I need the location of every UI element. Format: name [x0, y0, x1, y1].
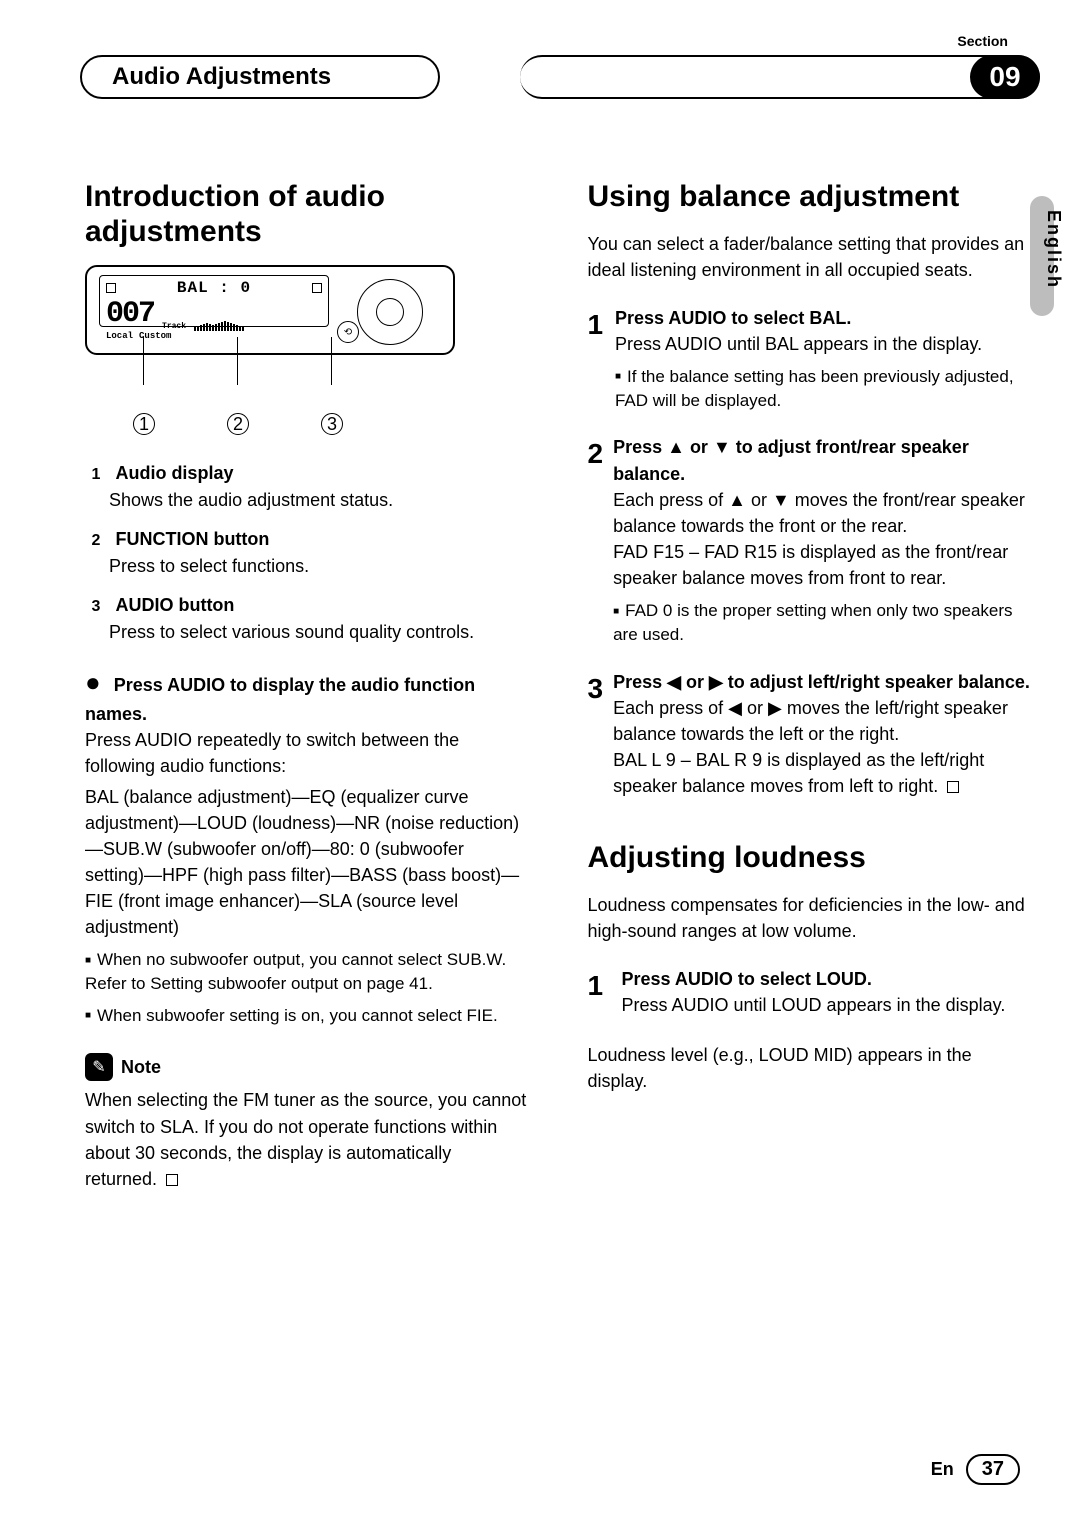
step2-lead: Press ▲ or ▼ to adjust front/rear speake… — [613, 437, 969, 483]
note-label: Note — [121, 1057, 161, 1078]
step3-num: 3 — [588, 669, 604, 799]
term-2: 2 FUNCTION button Press to select functi… — [85, 529, 528, 579]
speaker-right-icon — [312, 283, 322, 293]
term-num-1: 1 — [85, 464, 107, 486]
footer-lang: En — [931, 1459, 954, 1480]
step1-lead: Press AUDIO to select BAL. — [615, 308, 851, 328]
loudness-end-note: Loudness level (e.g., LOUD MID) appears … — [588, 1042, 1031, 1094]
term-num-3: 3 — [85, 596, 107, 618]
heading-intro: Introduction of audio adjustments — [85, 180, 528, 249]
heading-loudness: Adjusting loudness — [588, 841, 1031, 876]
loud-step1-num: 1 — [588, 966, 612, 1018]
step3-lead: Press ◀ or ▶ to adjust left/right speake… — [613, 672, 1030, 692]
section-tab: Audio Adjustments — [80, 55, 440, 99]
pencil-icon: ✎ — [85, 1053, 113, 1081]
lcd-screen: BAL : 0 007 Track Local Custom — [99, 275, 329, 327]
step1-note: ■If the balance setting has been previou… — [615, 365, 1030, 413]
step2-range: FAD F15 – FAD R15 is displayed as the fr… — [613, 539, 1030, 591]
term-desc-2: Press to select functions. — [109, 554, 528, 579]
end-square-icon — [166, 1174, 178, 1186]
lcd-readout: BAL : 0 — [177, 279, 251, 297]
track-label: Track — [162, 322, 186, 331]
section-label: Section — [957, 33, 1008, 49]
callout-lines — [85, 363, 528, 413]
balance-intro: You can select a fader/balance setting t… — [588, 231, 1031, 283]
track-number: 007 — [106, 297, 154, 331]
content-columns: Introduction of audio adjustments BAL : … — [85, 180, 1030, 1439]
step1-num: 1 — [588, 305, 605, 413]
definition-list: 1 Audio display Shows the audio adjustme… — [85, 463, 528, 646]
loud-step1-lead: Press AUDIO to select LOUD. — [622, 969, 872, 989]
step2-num: 2 — [588, 434, 604, 646]
term-3: 3 AUDIO button Press to select various s… — [85, 595, 528, 645]
section-title: Audio Adjustments — [112, 63, 331, 90]
step-note-1: ■When no subwoofer output, you cannot se… — [85, 948, 528, 996]
term-title-1: Audio display — [115, 463, 233, 483]
loud-step1-body: Press AUDIO until LOUD appears in the di… — [622, 992, 1006, 1018]
balance-step-3: 3 Press ◀ or ▶ to adjust left/right spea… — [588, 669, 1031, 799]
term-title-3: AUDIO button — [115, 595, 234, 615]
callout-numbers: 1 2 3 — [85, 413, 528, 435]
end-square-icon-2 — [947, 781, 959, 793]
term-num-2: 2 — [85, 530, 107, 552]
step-flow: BAL (balance adjustment)—EQ (equalizer c… — [85, 784, 528, 941]
step3-range: BAL L 9 – BAL R 9 is displayed as the le… — [613, 747, 1030, 799]
left-column: Introduction of audio adjustments BAL : … — [85, 180, 528, 1439]
bar-scale-icon — [194, 321, 322, 331]
chapter-number-badge: 09 — [970, 55, 1040, 99]
header-right: Section 09 — [520, 55, 1040, 99]
heading-balance: Using balance adjustment — [588, 180, 1031, 215]
loudness-intro: Loudness compensates for deficiencies in… — [588, 892, 1031, 944]
footer: En 37 — [931, 1454, 1020, 1485]
callout-2: 2 — [227, 413, 249, 435]
term-title-2: FUNCTION button — [115, 529, 269, 549]
local-label: Local — [106, 331, 133, 341]
term-desc-3: Press to select various sound quality co… — [109, 620, 528, 645]
balance-step-2: 2 Press ▲ or ▼ to adjust front/rear spea… — [588, 434, 1031, 646]
callout-3: 3 — [321, 413, 343, 435]
balance-step-1: 1 Press AUDIO to select BAL. Press AUDIO… — [588, 305, 1031, 413]
step2-note: ■FAD 0 is the proper setting when only t… — [613, 599, 1030, 647]
right-column: Using balance adjustment You can select … — [588, 180, 1031, 1439]
step-note-2: ■When subwoofer setting is on, you canno… — [85, 1004, 528, 1028]
footer-page: 37 — [966, 1454, 1020, 1485]
function-button-icon: ⟲ — [337, 321, 359, 343]
note-badge: ✎ Note — [85, 1053, 161, 1081]
loudness-step-1: 1 Press AUDIO to select LOUD. Press AUDI… — [588, 966, 1031, 1018]
header-curve: Section 09 — [520, 55, 1040, 99]
term-desc-1: Shows the audio adjustment status. — [109, 488, 528, 513]
left-main-step: ● Press AUDIO to display the audio funct… — [85, 664, 528, 1028]
callout-1: 1 — [133, 413, 155, 435]
step-bullet-icon: ● — [85, 667, 101, 697]
step1-body: Press AUDIO until BAL appears in the dis… — [615, 331, 1030, 357]
speaker-left-icon — [106, 283, 116, 293]
dpad-icon — [357, 279, 423, 345]
device-illustration: BAL : 0 007 Track Local Custom ⟲ — [85, 265, 455, 355]
header-row: Audio Adjustments Section 09 — [80, 55, 1040, 99]
step2-body: Each press of ▲ or ▼ moves the front/rea… — [613, 487, 1030, 539]
term-1: 1 Audio display Shows the audio adjustme… — [85, 463, 528, 513]
step-body: Press AUDIO repeatedly to switch between… — [85, 727, 528, 779]
note-text-body: When selecting the FM tuner as the sourc… — [85, 1087, 528, 1191]
sidebar-language: English — [1043, 210, 1064, 289]
step-lead: Press AUDIO to display the audio functio… — [85, 675, 475, 725]
step3-body: Each press of ◀ or ▶ moves the left/righ… — [613, 695, 1030, 747]
